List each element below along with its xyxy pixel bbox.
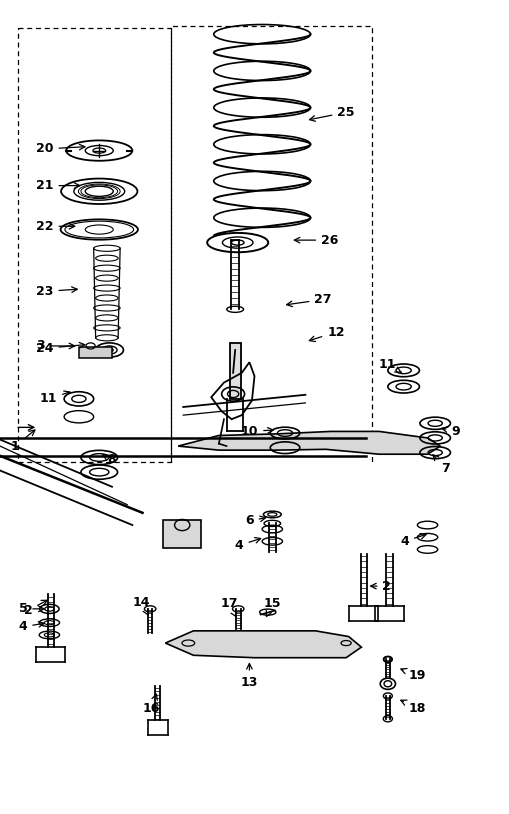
Text: 10: 10 <box>241 425 273 438</box>
Text: 11: 11 <box>378 358 401 372</box>
Text: 9: 9 <box>442 425 460 438</box>
Text: 13: 13 <box>241 663 258 689</box>
Text: 23: 23 <box>36 285 77 298</box>
Text: 14: 14 <box>133 596 150 615</box>
Text: 8: 8 <box>102 453 116 466</box>
Text: 24: 24 <box>36 342 85 355</box>
Text: 5: 5 <box>18 602 44 615</box>
Text: 1: 1 <box>11 430 35 453</box>
Polygon shape <box>165 631 361 658</box>
Text: 3: 3 <box>37 339 75 352</box>
Text: 4: 4 <box>235 537 261 552</box>
Text: 22: 22 <box>36 220 75 233</box>
Text: 12: 12 <box>309 326 345 342</box>
Text: 4: 4 <box>400 533 426 548</box>
Polygon shape <box>178 431 440 454</box>
Text: 11: 11 <box>40 391 70 405</box>
Bar <box>79 347 112 358</box>
Text: 15: 15 <box>264 597 281 616</box>
Text: 27: 27 <box>287 293 332 307</box>
Text: 25: 25 <box>309 106 355 121</box>
Text: 7: 7 <box>433 455 450 475</box>
Text: 17: 17 <box>220 597 238 617</box>
Text: 21: 21 <box>36 179 80 192</box>
Text: 19: 19 <box>401 668 426 682</box>
Bar <box>163 520 201 548</box>
Text: 6: 6 <box>245 514 266 527</box>
Text: 20: 20 <box>36 142 85 155</box>
Text: 2: 2 <box>371 580 391 593</box>
Text: 4: 4 <box>18 620 44 633</box>
Text: 26: 26 <box>294 234 338 247</box>
Bar <box>230 343 241 399</box>
Text: 16: 16 <box>143 694 160 715</box>
Text: 2: 2 <box>23 600 47 617</box>
Text: 18: 18 <box>401 700 426 715</box>
